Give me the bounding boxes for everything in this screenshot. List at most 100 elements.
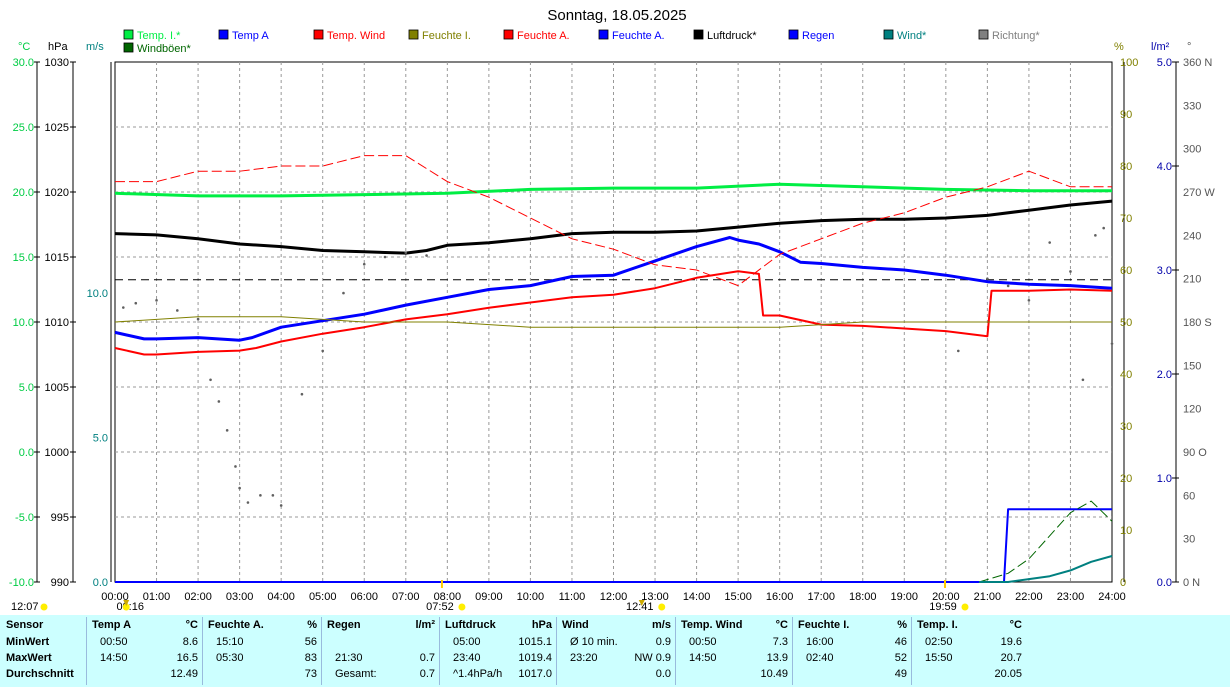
x-tick-label: 11:00 <box>559 591 586 603</box>
stats-header: Temp. Wind <box>681 619 743 631</box>
temp-axis-unit: °C <box>18 41 30 53</box>
series-temp-i <box>114 182 1112 198</box>
direction-tick-label: 270 W <box>1183 187 1215 199</box>
rain-tick-label: 2.0 <box>1157 369 1172 381</box>
stats-header: Temp. I. <box>917 619 958 631</box>
stats-header: Temp A <box>92 619 132 631</box>
time-marker-label: 19:59 <box>929 601 957 613</box>
stats-time: 14:50 <box>689 652 717 664</box>
statistics-table: Sensor MinWert MaxWert Durchschnitt Temp A °C… <box>0 615 1230 687</box>
x-tick-label: 22:00 <box>1015 591 1043 603</box>
series-regen <box>115 508 1112 583</box>
arrow-marker-icon <box>638 600 645 606</box>
x-tick-label: 20:00 <box>932 591 960 603</box>
stats-unit: l/m² <box>415 619 435 631</box>
stats-column-separator <box>792 617 793 685</box>
stats-value: 1017.0 <box>518 668 552 680</box>
x-tick-label: 08:00 <box>434 591 462 603</box>
rain-tick-label: 3.0 <box>1157 265 1172 277</box>
temp-tick-label: -5.0 <box>15 512 34 524</box>
x-tick-label: 13:00 <box>641 591 669 603</box>
pressure-tick-label: 1030 <box>45 57 69 69</box>
direction-tick-label: 30 <box>1183 534 1195 546</box>
legend-label: Wind* <box>897 30 927 42</box>
temp-tick-label: 30.0 <box>13 57 34 69</box>
humidity-tick-label: 0 <box>1120 577 1126 589</box>
direction-point <box>259 494 262 497</box>
stats-unit: hPa <box>531 619 552 631</box>
legend-swatch <box>503 29 514 40</box>
stats-column-separator <box>911 617 912 685</box>
stats-unit: m/s <box>652 619 671 631</box>
legend-label: Windböen* <box>137 43 192 55</box>
wind-tick-label: 5.0 <box>93 433 108 445</box>
x-tick-label: 23:00 <box>1057 591 1085 603</box>
direction-point <box>1006 284 1010 288</box>
humidity-tick-label: 80 <box>1120 161 1132 173</box>
rain-tick-label: 0.0 <box>1157 577 1172 589</box>
direction-point <box>1048 241 1051 244</box>
humidity-tick-label: 50 <box>1120 317 1132 329</box>
x-tick-label: 16:00 <box>766 591 794 603</box>
temp-tick-label: 15.0 <box>13 252 34 264</box>
rain-tick-label: 5.0 <box>1157 57 1172 69</box>
pressure-tick-label: 990 <box>51 577 69 589</box>
stats-time: 00:50 <box>100 636 128 648</box>
legend-swatch <box>123 29 134 40</box>
stats-time: Gesamt: <box>335 668 377 680</box>
direction-point <box>1110 342 1114 345</box>
x-tick-label: 24:00 <box>1098 591 1126 603</box>
legend-label: Feuchte A. <box>612 30 665 42</box>
x-tick-label: 09:00 <box>475 591 503 603</box>
stats-value: 12.49 <box>170 668 198 680</box>
stats-value: 16.5 <box>176 652 198 664</box>
pressure-axis-unit: hPa <box>48 41 68 53</box>
x-tick-label: 10:00 <box>517 591 545 603</box>
direction-tick-label: 330 <box>1183 100 1201 112</box>
stats-unit: % <box>307 619 317 631</box>
pressure-tick-label: 1000 <box>45 447 69 459</box>
rain-tick-label: 1.0 <box>1157 473 1172 485</box>
stats-time: Ø 10 min. <box>570 636 618 648</box>
stats-time: 00:50 <box>689 636 717 648</box>
legend-swatch <box>598 29 609 40</box>
pressure-tick-label: 1015 <box>45 252 69 264</box>
stats-column-separator <box>556 617 557 685</box>
stats-time: 21:30 <box>335 652 363 664</box>
stats-value: 46 <box>894 636 907 648</box>
temp-tick-label: 10.0 <box>13 317 34 329</box>
series-richtung <box>122 226 1114 507</box>
stats-time: 16:00 <box>806 636 834 648</box>
direction-point <box>238 486 241 490</box>
direction-point <box>1069 270 1072 273</box>
stats-value: 8.6 <box>182 636 198 648</box>
direction-point <box>956 349 960 353</box>
stats-time: 15:50 <box>925 652 953 664</box>
direction-tick-label: 0 N <box>1183 577 1200 589</box>
direction-point <box>300 392 304 396</box>
direction-point <box>234 465 237 468</box>
chart-title: Sonntag, 18.05.2025 <box>547 7 686 24</box>
x-tick-label: 01:00 <box>143 591 171 603</box>
pressure-tick-label: 1020 <box>45 187 69 199</box>
legend-swatch <box>788 29 799 40</box>
humidity-axis-unit: % <box>1114 41 1124 53</box>
stats-header: Sensor <box>6 619 44 631</box>
direction-point <box>986 277 989 280</box>
stats-value: NW 0.9 <box>634 652 671 664</box>
stats-value: 10.49 <box>760 668 788 680</box>
time-marker-label: 07:52 <box>426 601 454 613</box>
stats-value: 0.9 <box>655 636 671 648</box>
sun-marker-icon <box>658 603 666 611</box>
direction-tick-label: 210 <box>1183 274 1201 286</box>
sun-marker-icon <box>458 603 466 611</box>
direction-point <box>383 255 387 259</box>
stats-value: 83 <box>304 652 317 664</box>
stats-value: 56 <box>304 636 317 648</box>
humidity-tick-label: 20 <box>1120 473 1132 485</box>
direction-point <box>155 299 158 302</box>
x-tick-label: 17:00 <box>807 591 835 603</box>
direction-tick-label: 150 <box>1183 360 1201 372</box>
stats-time: 02:40 <box>806 652 834 664</box>
time-marker-label: 12:41 <box>626 601 654 613</box>
